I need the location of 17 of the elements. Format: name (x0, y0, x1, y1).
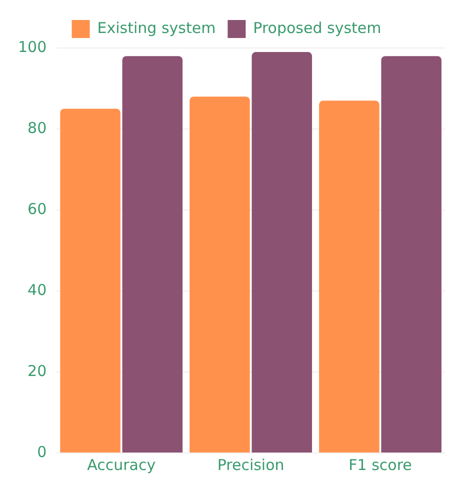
bar (122, 56, 183, 452)
bar (319, 100, 380, 452)
legend-label: Existing system (97, 18, 216, 37)
y-tick-label: 40 (28, 280, 47, 299)
bar (381, 56, 442, 452)
x-tick-label: F1 score (348, 456, 412, 474)
y-tick-label: 0 (37, 442, 47, 461)
y-tick-label: 100 (18, 38, 47, 56)
y-tick-label: 20 (28, 362, 47, 380)
x-tick-label: Accuracy (87, 456, 156, 474)
y-tick-label: 60 (28, 200, 47, 218)
bar (252, 52, 312, 452)
bar (190, 96, 250, 452)
x-tick-label: Precision (217, 456, 284, 474)
bar (60, 108, 120, 452)
y-tick-label: 80 (28, 118, 47, 137)
legend-label: Proposed system (253, 18, 382, 37)
